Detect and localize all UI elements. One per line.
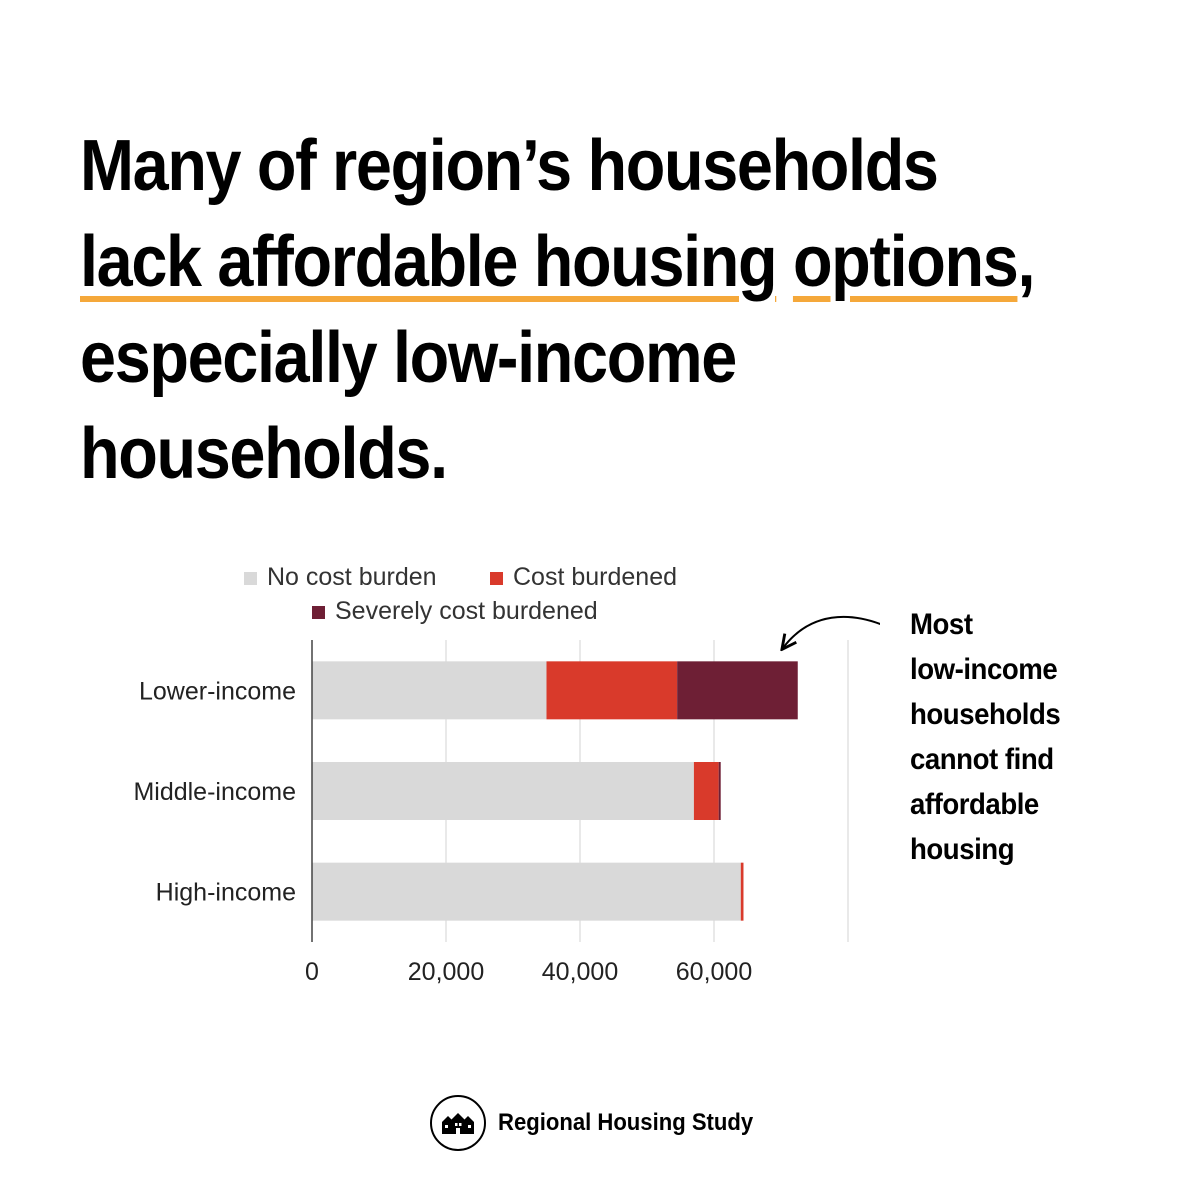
x-tick-label: 0 xyxy=(305,958,319,986)
bar-segment-severely-cost-burdened xyxy=(677,661,798,720)
category-label: Lower-income xyxy=(139,677,296,705)
legend-swatch xyxy=(244,572,257,585)
headline-text-1: Many of region’s households xyxy=(80,126,939,206)
x-tick-label: 20,000 xyxy=(408,958,484,986)
bar-segment-cost-burdened xyxy=(546,661,678,720)
headline-text-3: , especially low-income households. xyxy=(80,222,1035,494)
annotation-line: affordable xyxy=(910,788,1039,821)
axes: Lower-income Middle-income High-income 0 20,… xyxy=(133,640,752,986)
logo xyxy=(430,1095,486,1151)
headline: Many of region’s households lack afforda… xyxy=(80,118,1052,502)
annotation: Most low-income households cannot find a… xyxy=(910,602,1094,872)
bar-segment-no-cost-burden xyxy=(312,762,694,820)
houses-icon xyxy=(442,1113,474,1134)
bar-segment-cost-burdened xyxy=(740,862,744,921)
annotation-line: cannot find xyxy=(910,743,1054,776)
legend-label: No cost burden xyxy=(267,563,437,591)
category-label: High-income xyxy=(156,879,296,907)
category-label: Middle-income xyxy=(133,778,296,806)
annotation-line: households xyxy=(910,698,1061,731)
bar-segment-severely-cost-burdened xyxy=(718,762,721,820)
bar-segment-cost-burdened xyxy=(693,762,719,820)
legend-swatch xyxy=(490,572,503,585)
annotation-line: Most xyxy=(910,608,973,641)
bars xyxy=(312,661,798,921)
footer: Regional Housing Study xyxy=(430,1093,775,1153)
footer-org-name: Regional Housing Study xyxy=(498,1109,754,1136)
headline-highlight-1: lack affordable housing xyxy=(80,222,778,302)
legend-label: Severely cost burdened xyxy=(335,597,598,625)
bar-segment-no-cost-burden xyxy=(312,661,547,720)
legend: No cost burden Cost burdened Severely cost… xyxy=(244,563,677,625)
headline-text-2 xyxy=(776,222,793,302)
x-tick-label: 40,000 xyxy=(542,958,618,986)
stacked-bar-chart: Lower-income Middle-income High-income 0 20,… xyxy=(133,563,880,986)
legend-label: Cost burdened xyxy=(513,563,677,591)
annotation-line: low-income xyxy=(910,653,1058,686)
bar-segment-no-cost-burden xyxy=(312,862,741,921)
headline-highlight-2: options xyxy=(792,222,1019,302)
annotation-arrow xyxy=(783,615,880,648)
x-tick-label: 60,000 xyxy=(676,958,752,986)
annotation-line: housing xyxy=(910,833,1015,866)
legend-swatch xyxy=(312,606,325,619)
